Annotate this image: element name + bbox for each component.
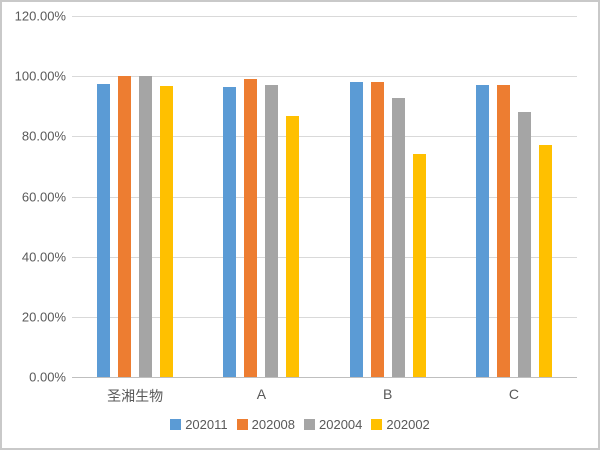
legend-item: 202008	[236, 417, 296, 432]
bar	[223, 87, 237, 377]
bar-group	[451, 16, 577, 377]
bar	[265, 84, 279, 377]
legend-label: 202002	[386, 417, 430, 432]
bar	[118, 76, 132, 377]
gridline	[72, 196, 577, 198]
bar	[139, 76, 153, 377]
legend-swatch	[304, 419, 316, 430]
bar	[391, 97, 405, 377]
x-category-label: B	[382, 386, 393, 402]
bar-group	[325, 16, 451, 377]
bar	[496, 85, 510, 377]
bar	[475, 85, 489, 377]
legend-swatch	[371, 419, 383, 430]
gridline	[72, 316, 577, 318]
bar-group	[198, 16, 324, 377]
bar	[517, 111, 531, 377]
y-tick-label: 120.00%	[14, 8, 66, 24]
x-category-label: A	[256, 386, 267, 402]
bar	[370, 82, 384, 377]
bar	[160, 86, 174, 377]
legend-item: 202004	[304, 417, 362, 432]
y-tick-label: 100.00%	[14, 68, 66, 84]
legend-swatch	[170, 419, 182, 430]
y-tick-label: 60.00%	[21, 189, 66, 204]
y-tick-label: 40.00%	[21, 249, 66, 265]
x-category-label: C	[508, 386, 519, 402]
gridline	[72, 256, 577, 258]
legend: 202011 202008 202004 202002	[2, 417, 598, 432]
bar	[286, 116, 300, 377]
bar	[97, 84, 111, 377]
bar	[538, 145, 552, 377]
legend-item: 202002	[371, 417, 430, 432]
gridline	[72, 136, 577, 138]
x-axis-line	[72, 377, 577, 378]
legend-item: 202011	[170, 417, 228, 432]
x-category-label: 圣湘生物	[107, 388, 164, 404]
bar	[244, 79, 258, 377]
gridline	[72, 16, 577, 17]
y-tick-label: 80.00%	[21, 128, 66, 144]
bar-group	[72, 16, 198, 377]
plot-area	[72, 16, 577, 378]
bar	[412, 153, 426, 377]
bar	[349, 82, 363, 377]
y-tick-label: 20.00%	[21, 309, 66, 325]
gridline	[72, 76, 577, 78]
legend-label: 202011	[185, 417, 228, 432]
y-tick-label: 0.00%	[29, 369, 66, 385]
legend-swatch	[236, 419, 248, 430]
legend-label: 202008	[251, 417, 296, 432]
legend-label: 202004	[319, 417, 363, 432]
